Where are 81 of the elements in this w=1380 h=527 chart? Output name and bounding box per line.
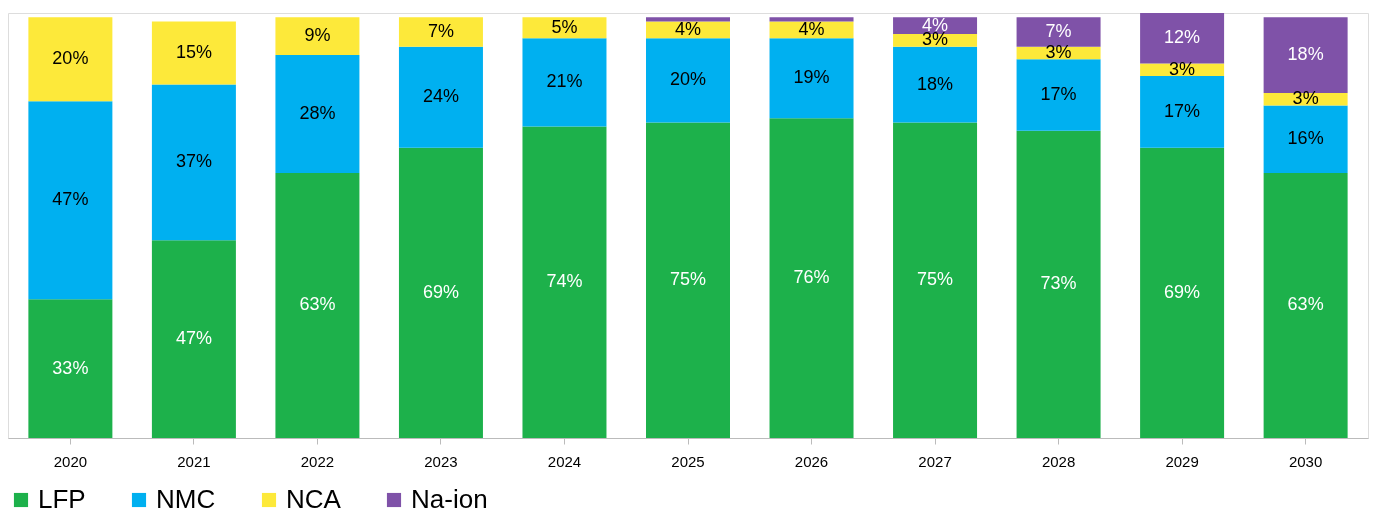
bar: [1016, 130, 1101, 438]
data-label: 4%: [798, 18, 825, 39]
bar: [769, 118, 854, 438]
bar: [522, 38, 607, 127]
data-label: 3%: [1292, 88, 1319, 109]
x-tick-label: 2024: [547, 452, 582, 470]
data-label: 63%: [299, 294, 336, 315]
bar: [151, 21, 236, 85]
x-tick-label: 2022: [300, 452, 335, 470]
data-label: 75%: [917, 269, 954, 290]
data-label: 17%: [1040, 84, 1077, 105]
bar: [646, 17, 730, 22]
bar: [1140, 76, 1225, 148]
data-label: 7%: [1045, 20, 1072, 41]
data-label: 37%: [175, 151, 212, 172]
bar: [28, 17, 113, 102]
data-label: 12%: [1164, 27, 1201, 48]
x-tick-label: 2030: [1288, 452, 1323, 470]
data-label: 15%: [175, 41, 212, 62]
data-label: 33%: [52, 357, 89, 378]
x-tick-label: 2028: [1041, 452, 1076, 470]
data-label: 24%: [422, 86, 459, 107]
data-label: 47%: [175, 328, 212, 349]
bar: [893, 46, 978, 123]
data-label: 3%: [1169, 58, 1196, 79]
bar: [1016, 59, 1101, 131]
bar: [151, 240, 236, 438]
bar: [275, 172, 360, 438]
data-label: 20%: [52, 48, 89, 69]
data-label: 16%: [1287, 128, 1324, 149]
bar: [398, 46, 483, 148]
data-label: 74%: [546, 271, 583, 292]
data-label: 75%: [669, 269, 707, 290]
legend-label: NMC: [156, 484, 216, 514]
data-label: 7%: [427, 20, 454, 41]
data-label: 47%: [52, 189, 89, 210]
bar: [1263, 17, 1348, 93]
data-label: 63%: [1287, 294, 1324, 315]
legend-label: NCA: [286, 484, 342, 514]
x-tick-label: 2020: [53, 452, 88, 470]
data-label: 3%: [1045, 41, 1072, 62]
data-label: 69%: [422, 281, 459, 302]
data-label: 20%: [669, 69, 707, 90]
bar: [151, 84, 236, 241]
data-label: 17%: [1164, 100, 1201, 121]
data-label: 21%: [546, 71, 583, 92]
bar: [646, 38, 730, 123]
legend-label: Na-ion: [411, 484, 488, 514]
bar: [646, 122, 730, 438]
bar: [1140, 13, 1225, 64]
data-label: 18%: [917, 73, 954, 94]
x-tick-label: 2023: [424, 452, 458, 470]
bar: [398, 147, 483, 438]
bar: [1263, 172, 1348, 438]
bar: [893, 122, 978, 438]
x-tick-label: 2027: [918, 452, 952, 470]
data-label: 19%: [793, 67, 830, 88]
data-label: 69%: [1164, 281, 1201, 302]
bar: [522, 126, 607, 438]
x-tick-label: 2025: [671, 452, 705, 470]
x-tick-label: 2021: [177, 452, 211, 470]
data-label: 76%: [793, 267, 830, 288]
bar: [1016, 17, 1101, 47]
bar: [1140, 147, 1225, 438]
bar: [769, 38, 854, 119]
legend-label: LFP: [38, 484, 86, 514]
x-tick-label: 2029: [1165, 452, 1199, 470]
bar: [28, 101, 113, 300]
bar: [275, 55, 360, 173]
data-label: 4%: [674, 18, 702, 39]
data-label: 28%: [299, 102, 336, 123]
data-label: 18%: [1287, 44, 1324, 65]
bar: [28, 299, 113, 438]
bar: [275, 17, 360, 56]
data-label: 5%: [551, 16, 578, 37]
data-label: 73%: [1040, 273, 1077, 294]
bar: [398, 17, 483, 47]
x-tick-label: 2026: [794, 452, 829, 470]
data-label: 9%: [304, 25, 331, 46]
bar: [1263, 105, 1348, 173]
bar: [769, 17, 854, 22]
